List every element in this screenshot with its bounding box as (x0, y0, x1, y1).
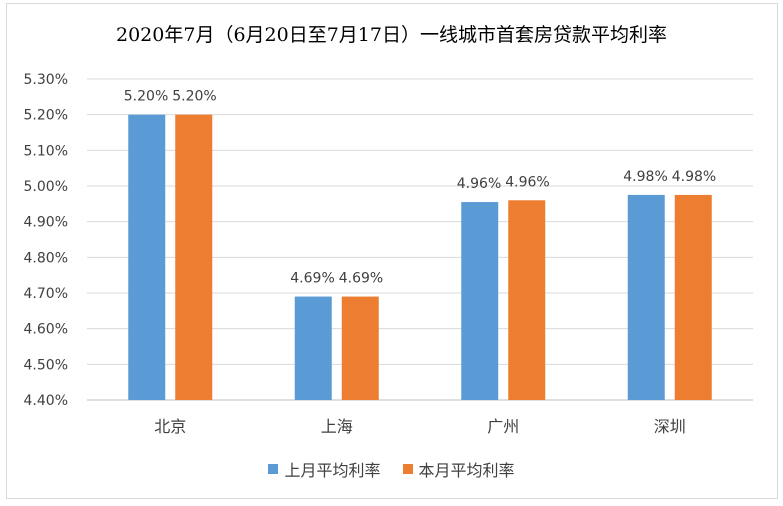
data-label: 4.96% (505, 174, 549, 190)
data-label: 4.96% (457, 176, 501, 192)
x-tick-label: 北京 (154, 417, 186, 436)
y-tick-label: 4.80% (24, 250, 68, 266)
y-tick-label: 4.70% (24, 286, 68, 302)
y-tick-label: 5.10% (24, 143, 68, 159)
x-tick-label: 上海 (321, 417, 353, 436)
legend-item-last-month: 上月平均利率 (268, 457, 381, 481)
bar (508, 200, 546, 400)
x-tick-label: 深圳 (654, 417, 686, 436)
legend-item-this-month: 本月平均利率 (402, 457, 515, 481)
data-label: 4.98% (672, 169, 716, 185)
x-tick-label: 广州 (487, 417, 519, 436)
y-tick-label: 4.90% (24, 215, 68, 231)
bar (175, 114, 213, 401)
bar (461, 202, 499, 400)
data-label: 5.20% (172, 89, 216, 105)
data-label: 4.69% (339, 271, 383, 287)
y-tick-label: 5.30% (24, 72, 68, 88)
y-tick-label: 5.20% (24, 108, 68, 124)
legend-label-this-month: 本月平均利率 (418, 461, 515, 480)
bar (674, 194, 712, 400)
y-tick-label: 4.60% (24, 322, 68, 338)
legend: 上月平均利率 本月平均利率 (0, 457, 783, 481)
y-tick-label: 5.00% (24, 179, 68, 195)
y-tick-label: 4.40% (24, 393, 68, 409)
bar (627, 194, 665, 400)
data-label: 4.69% (290, 271, 334, 287)
bar (128, 114, 166, 401)
legend-swatch-this-month (402, 464, 413, 474)
y-tick-label: 4.50% (24, 357, 68, 373)
legend-swatch-last-month (268, 464, 279, 474)
bar (341, 296, 379, 400)
chart-title: 2020年7月（6月20日至7月17日）一线城市首套房贷款平均利率 (116, 24, 667, 46)
data-label: 5.20% (124, 89, 168, 105)
bar (294, 296, 332, 400)
data-label: 4.98% (623, 169, 667, 185)
legend-label-last-month: 上月平均利率 (284, 461, 381, 480)
